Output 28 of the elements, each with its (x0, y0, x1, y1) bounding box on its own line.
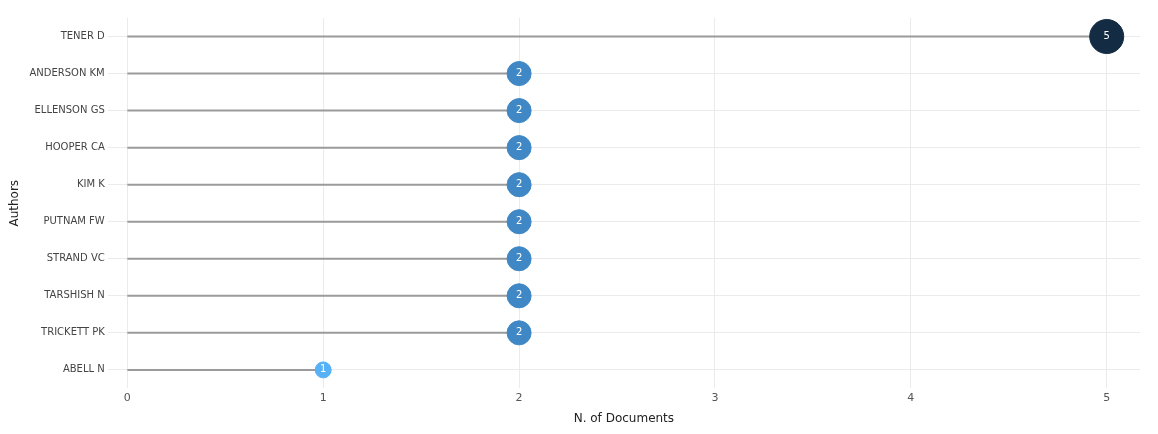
y-tick-label: TARSHISH N (43, 289, 105, 301)
y-tick-label: HOOPER CA (45, 141, 105, 153)
data-label: 5 (1103, 30, 1110, 42)
y-tick-label: ANDERSON KM (29, 67, 105, 79)
data-label: 2 (515, 104, 523, 116)
y-tick-label: STRAND VC (46, 252, 105, 264)
data-label: 1 (320, 363, 327, 375)
x-tick-label: 5 (1103, 390, 1111, 404)
data-label: 2 (515, 178, 523, 190)
x-tick-label: 1 (319, 390, 327, 404)
x-tick-label: 4 (907, 390, 915, 404)
data-label: 2 (515, 67, 523, 79)
y-tick-label: TRICKETT PK (40, 326, 106, 338)
y-tick-label: TENER D (59, 30, 106, 42)
x-tick-label: 2 (515, 390, 523, 404)
data-label: 2 (515, 141, 523, 153)
data-label: 2 (515, 289, 523, 301)
data-label: 2 (515, 215, 523, 227)
data-label: 2 (515, 326, 523, 338)
y-axis-title: Authors (7, 179, 22, 227)
y-tick-label: ELLENSON GS (34, 104, 105, 116)
x-tick-label: 0 (123, 390, 131, 404)
x-axis-title: N. of Documents (573, 410, 675, 425)
y-tick-label: ABELL N (62, 363, 105, 375)
y-tick-label: PUTNAM FW (43, 215, 105, 227)
data-label: 2 (515, 252, 523, 264)
y-tick-label: KIM K (76, 178, 106, 190)
x-tick-label: 3 (711, 390, 719, 404)
